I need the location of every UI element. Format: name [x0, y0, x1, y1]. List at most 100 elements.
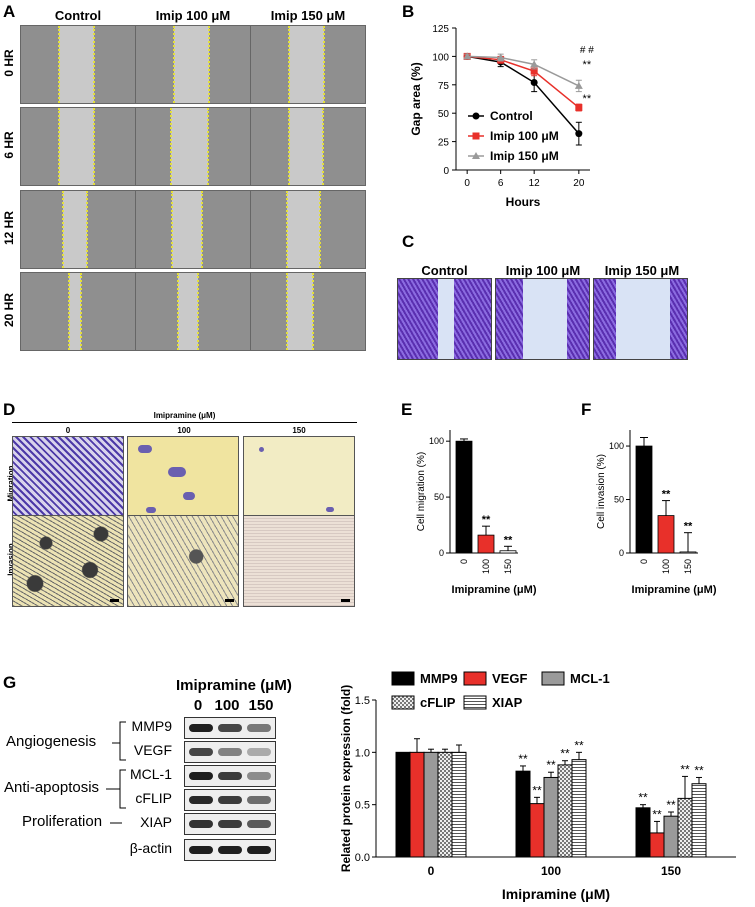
panel-d-col-100: 100 — [177, 426, 191, 435]
blot-brackets — [106, 721, 126, 824]
panel-f-ylabel: Cell invasion (%) — [596, 454, 607, 529]
panel-g-ytick-label: 0.0 — [355, 852, 370, 864]
panel-e-xtick-label: 0 — [459, 559, 469, 564]
wound-image-r3-c2 — [250, 272, 366, 351]
panel-b-point — [530, 60, 539, 68]
blot-band — [247, 796, 271, 804]
label-mmp9: MMP9 — [131, 718, 172, 734]
group-angiogenesis: Angiogenesis — [6, 733, 97, 750]
panel-b-chart: 0 25 50 75 100 125 0 6 12 20 Hours Gap area (%) Cont… — [409, 24, 594, 209]
panel-g-star: ** — [680, 762, 690, 776]
panel-g-xtick-label: 100 — [541, 864, 561, 878]
panel-a-col-imip150: Imip 150 μM — [270, 8, 346, 23]
panel-f-xtick-label: 0 — [639, 559, 649, 564]
panel-d-col-0: 0 — [65, 426, 71, 435]
panel-g-bar-xiap-0 — [451, 751, 467, 858]
panel-e-chart: 0 50 100 0 ** 100 ** 150 Imipramine (μM) Cell mig… — [416, 430, 537, 596]
panel-label-g: G — [3, 673, 17, 692]
blot-strip-5 — [184, 839, 276, 861]
panel-a-row-0hr: 0 HR — [2, 49, 16, 77]
panel-g-xtick-label: 150 — [661, 864, 681, 878]
wound-image-r1-c1 — [135, 107, 251, 186]
panel-f-star: ** — [662, 489, 671, 501]
panel-a-col-control: Control — [54, 8, 102, 23]
panel-label-c: C — [402, 232, 415, 251]
panel-b-xtick-label: 20 — [573, 178, 585, 189]
panel-e-star: ** — [482, 514, 491, 526]
panel-e-star: ** — [504, 534, 513, 546]
panel-b-point — [463, 52, 472, 60]
panel-g-ytick-label: 1.0 — [355, 747, 370, 759]
panel-b-ylabel: Gap area (%) — [409, 62, 423, 135]
wound-image-r3-c0 — [20, 272, 136, 351]
panel-label-e: E — [401, 400, 413, 419]
panel-e-xtick-label: 100 — [481, 559, 491, 574]
panel-g-bar-cflip-150 — [677, 797, 693, 858]
panel-b-legend-marker — [472, 112, 480, 120]
panel-b-legend-label: Control — [490, 109, 533, 123]
blot-strip-1 — [184, 741, 276, 763]
blot-header: Imipramine (μM) — [176, 677, 292, 694]
blot-band — [247, 846, 271, 854]
panel-b-ytick-label: 50 — [438, 109, 450, 120]
label-cflip: cFLIP — [135, 790, 172, 806]
panel-g-bar-vegf-150 — [649, 832, 665, 858]
panel-b-ytick-label: 25 — [438, 138, 450, 149]
blot-band — [189, 772, 213, 780]
panel-g-bar-vegf-100 — [529, 803, 545, 858]
panel-g-legend-label: XIAP — [492, 695, 523, 710]
group-proliferation: Proliferation — [22, 813, 103, 830]
panel-b-ytick-label: 0 — [443, 166, 449, 177]
panel-b-point — [575, 104, 583, 112]
panel-b-point — [575, 130, 583, 138]
panel-b-legend-label: Imip 100 μM — [490, 129, 559, 143]
panel-g-legend-label: MCL-1 — [570, 671, 610, 686]
panel-b-ytick-label: 75 — [438, 81, 450, 92]
panel-g-star: ** — [532, 783, 542, 797]
panel-g-legend-swatch — [463, 671, 487, 686]
invasion-image-0 — [12, 515, 124, 607]
migration-image-150 — [243, 436, 355, 528]
panel-g-star: ** — [518, 752, 528, 766]
wound-image-r2-c0 — [20, 190, 136, 269]
wound-image-r0-c1 — [135, 25, 251, 104]
blot-band — [189, 820, 213, 828]
blot-band — [189, 748, 213, 756]
blot-band — [218, 772, 242, 780]
panel-label-a: A — [3, 2, 16, 21]
panel-g-legend-label: VEGF — [492, 671, 527, 686]
panel-g-legend-swatch — [391, 671, 415, 686]
blot-strip-3 — [184, 789, 276, 811]
panel-g-legend-swatch — [463, 695, 487, 710]
wound-image-r2-c2 — [250, 190, 366, 269]
panel-b-ytick-label: 100 — [432, 52, 449, 63]
panel-g-bar-vegf-0 — [409, 751, 425, 858]
panel-g-bar-cflip-0 — [437, 751, 453, 858]
panel-f-bar-100 — [657, 515, 675, 554]
panel-a-row-6hr: 6 HR — [2, 131, 16, 159]
panel-b-point — [496, 53, 505, 61]
panel-g-bar-xiap-150 — [691, 783, 707, 858]
panel-e-bar-100 — [477, 534, 495, 554]
panel-f-star: ** — [684, 521, 693, 533]
panel-b-line-2 — [467, 55, 580, 87]
panel-b-point — [530, 67, 538, 75]
panel-f-xtick-label: 100 — [661, 559, 671, 574]
panel-b-xlabel: Hours — [506, 195, 541, 209]
panel-g-chart: 0.0 0.5 1.0 1.5 0 ** ** ** ** ** 100 ** ** ** ** ** 150 I… — [339, 671, 736, 902]
panel-e-ylabel: Cell migration (%) — [416, 452, 427, 531]
blot-band — [247, 772, 271, 780]
panel-label-f: F — [581, 400, 592, 419]
panel-g-star: ** — [694, 763, 704, 777]
panel-g-ytick-label: 1.5 — [355, 695, 370, 707]
panel-a-col-imip100: Imip 100 μM — [155, 8, 231, 23]
panel-g-bar-mcl-1-100 — [543, 776, 559, 858]
panel-d-header-rule — [12, 422, 357, 423]
label-xiap: XIAP — [140, 814, 172, 830]
panel-b-line-1 — [467, 55, 580, 109]
label-vegf: VEGF — [133, 742, 172, 758]
panel-d-header: Imipramine (μM) — [153, 411, 216, 420]
panel-e-ytick-label: 100 — [429, 436, 444, 446]
panel-e-bar-150 — [499, 550, 517, 554]
stain-image-imip100 — [495, 278, 590, 360]
